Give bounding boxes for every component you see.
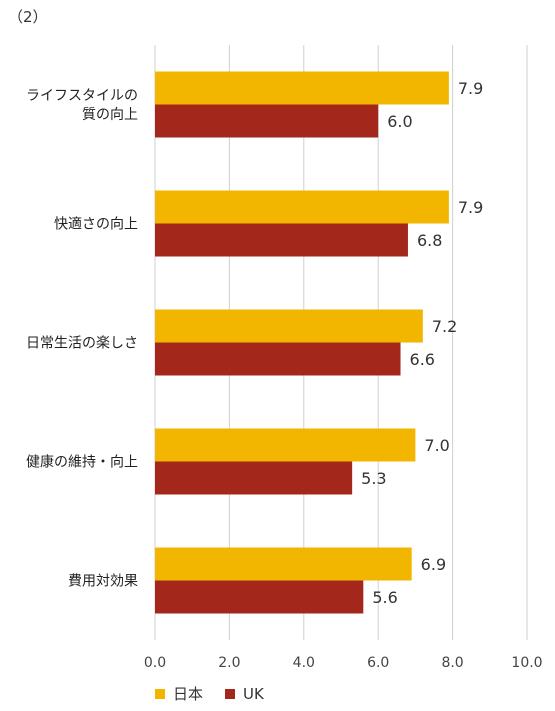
value-label: 7.2 (432, 317, 457, 336)
value-label: 5.3 (361, 469, 386, 488)
bar (155, 223, 408, 257)
x-tick-label: 4.0 (293, 655, 315, 671)
bars (155, 71, 449, 614)
bar (155, 342, 401, 376)
bar (155, 104, 379, 138)
legend-label-japan: 日本 (173, 685, 204, 703)
legend-item-japan: 日本 (155, 683, 203, 704)
bar (155, 580, 364, 614)
legend-swatch-uk (225, 688, 236, 699)
value-label: 6.8 (417, 231, 442, 250)
value-labels: 7.9 6.0 7.9 6.8 7.2 6.6 7.0 5.3 6.9 5.6 (361, 79, 483, 607)
value-label: 6.0 (387, 112, 412, 131)
legend-swatch-japan (155, 688, 165, 699)
legend: 日本 UK (155, 683, 286, 704)
value-label: 7.0 (424, 436, 449, 455)
bar (155, 461, 353, 495)
value-label: 7.9 (458, 198, 483, 217)
bar (155, 71, 449, 105)
bar (155, 547, 412, 581)
value-label: 7.9 (458, 79, 483, 98)
category-label: 健康の維持・向上 (26, 454, 138, 471)
category-label: 質の向上 (82, 107, 138, 123)
value-label: 5.6 (372, 588, 397, 607)
x-tick-labels: 0.0 2.0 4.0 6.0 8.0 10.0 (144, 655, 543, 671)
legend-item-uk: UK (225, 685, 264, 703)
category-label: 費用対効果 (68, 574, 138, 590)
x-tick-label: 8.0 (441, 655, 463, 671)
x-tick-label: 2.0 (218, 655, 240, 671)
category-label: 快適さの向上 (54, 216, 138, 233)
bar (155, 428, 416, 462)
x-tick-label: 6.0 (367, 655, 389, 671)
panel-label: （2） (8, 8, 48, 26)
bar (155, 309, 423, 343)
category-label: 日常生活の楽しさ (26, 336, 138, 352)
x-tick-label: 0.0 (144, 655, 166, 671)
legend-label-uk: UK (243, 684, 264, 703)
category-label: ライフスタイルの (26, 88, 138, 104)
value-label: 6.9 (421, 555, 446, 574)
value-label: 6.6 (410, 350, 435, 369)
x-tick-label: 10.0 (511, 655, 542, 671)
bar (155, 190, 449, 224)
